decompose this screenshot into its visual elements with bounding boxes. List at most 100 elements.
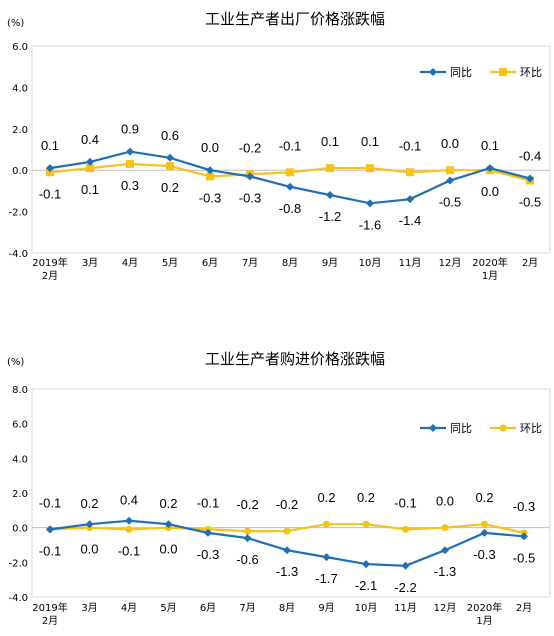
data-label: 0.0 (159, 542, 177, 557)
yoy-point (204, 528, 212, 537)
ppi-purchase-chart: 工业生产者购进价格涨跌幅 (%) 8.0 6.0 4.0 2.0 0.0 -2.0 -4.0… (7, 350, 551, 627)
mom-point (406, 168, 414, 177)
data-label: 0.1 (41, 138, 59, 153)
yoy-point (322, 553, 331, 562)
data-label: -0.1 (118, 543, 140, 558)
data-label: -0.2 (239, 140, 261, 155)
chart-title: 工业生产者购进价格涨跌幅 (205, 350, 385, 368)
y-tick-label: 4.0 (12, 454, 28, 465)
legend-marker (499, 68, 507, 76)
yoy-point (441, 546, 449, 555)
legend-label: 环比 (520, 422, 542, 435)
data-label: 0.0 (201, 140, 219, 155)
x-tick-label: 9月 (322, 257, 338, 269)
legend-label: 环比 (520, 66, 542, 79)
plot-border (31, 45, 551, 254)
data-label: -0.1 (279, 138, 301, 153)
data-label: 0.2 (161, 180, 179, 195)
data-label: 0.1 (321, 134, 339, 149)
yoy-point (366, 199, 374, 208)
plot-border (31, 388, 551, 598)
yoy-point (164, 520, 173, 529)
data-label: 0.1 (361, 134, 379, 149)
data-label: -0.1 (39, 186, 61, 201)
data-label: 0.2 (159, 496, 177, 511)
data-label: 0.2 (317, 490, 335, 505)
mom-point (125, 525, 133, 533)
unit-label: (%) (7, 18, 24, 29)
x-tick-label: 7月 (242, 257, 258, 269)
data-label: -1.3 (434, 564, 456, 579)
x-tick-label: 6月 (202, 257, 218, 269)
yoy-point (126, 147, 134, 156)
data-label: 0.1 (81, 182, 99, 197)
yoy-point (401, 561, 410, 570)
x-tick-label: 2020年 1月 (467, 601, 502, 627)
x-tick-label: 10月 (355, 602, 378, 614)
x-tick-label: 2019年 2月 (32, 256, 67, 282)
mom-point (126, 159, 134, 168)
data-label: -0.3 (473, 547, 495, 562)
x-tick-label: 5月 (160, 602, 176, 614)
data-label: -0.5 (513, 550, 535, 565)
y-tick-label: 2.0 (12, 489, 28, 500)
data-label: -1.3 (276, 564, 298, 579)
x-tick-label: 7月 (239, 602, 255, 614)
legend-marker (499, 424, 507, 432)
data-label: -0.3 (199, 190, 221, 205)
y-tick-label: -2.0 (8, 558, 28, 569)
y-tick-label: 6.0 (12, 420, 28, 431)
x-tick-label: 11月 (399, 257, 422, 269)
legend-label: 同比 (450, 66, 472, 79)
yoy-point (246, 172, 254, 181)
x-tick-label: 3月 (81, 602, 97, 614)
data-label: -0.1 (39, 495, 61, 510)
x-tick-label: 3月 (82, 257, 98, 269)
data-label: -0.1 (39, 543, 61, 558)
data-label: -0.4 (519, 148, 541, 163)
x-tick-label: 4月 (121, 602, 137, 614)
data-label: -0.3 (239, 190, 261, 205)
data-label: -0.3 (197, 547, 219, 562)
mom-point (206, 172, 214, 181)
yoy-point (520, 532, 528, 541)
y-tick-label: 4.0 (12, 83, 28, 94)
data-label: -0.1 (399, 138, 421, 153)
mom-point (46, 168, 54, 177)
mom-point (166, 162, 174, 171)
mom-point (366, 164, 374, 173)
mom-point (362, 520, 370, 528)
mom-point (283, 527, 291, 535)
x-tick-label: 8月 (279, 602, 295, 614)
mom-point (402, 525, 409, 533)
data-label: 0.4 (81, 132, 99, 147)
x-tick-label: 12月 (434, 602, 457, 614)
data-label: 0.6 (161, 128, 179, 143)
x-tick-label: 9月 (318, 602, 334, 614)
yoy-point (46, 525, 54, 534)
x-tick-label: 2019年 2月 (32, 601, 67, 627)
yoy-point (486, 164, 494, 173)
data-label: -0.1 (197, 495, 219, 510)
data-label: 0.4 (120, 493, 138, 508)
data-label: 0.2 (475, 490, 493, 505)
data-label: -0.5 (439, 195, 461, 210)
plot-area: 8.0 6.0 4.0 2.0 0.0 -2.0 -4.0 2019年 2月 3月 4月 5月 6月 7月… (8, 385, 551, 627)
mom-point (244, 527, 251, 535)
yoy-point (526, 174, 534, 183)
data-label: -0.2 (276, 497, 298, 512)
x-tick-label: 2月 (516, 602, 532, 614)
data-label: 0.0 (436, 494, 454, 509)
data-label: 0.1 (481, 138, 499, 153)
data-label: -0.3 (513, 499, 535, 514)
yoy-point (446, 176, 454, 185)
x-tick-label: 2020年 1月 (472, 256, 507, 282)
yoy-point (326, 191, 334, 200)
data-label: 0.2 (80, 496, 98, 511)
y-tick-label: 2.0 (12, 125, 28, 136)
y-tick-label: 8.0 (12, 385, 28, 396)
data-label: -1.6 (359, 217, 381, 232)
yoy-point (406, 195, 414, 204)
yoy-point (125, 516, 133, 525)
data-label: 0.2 (357, 490, 375, 505)
